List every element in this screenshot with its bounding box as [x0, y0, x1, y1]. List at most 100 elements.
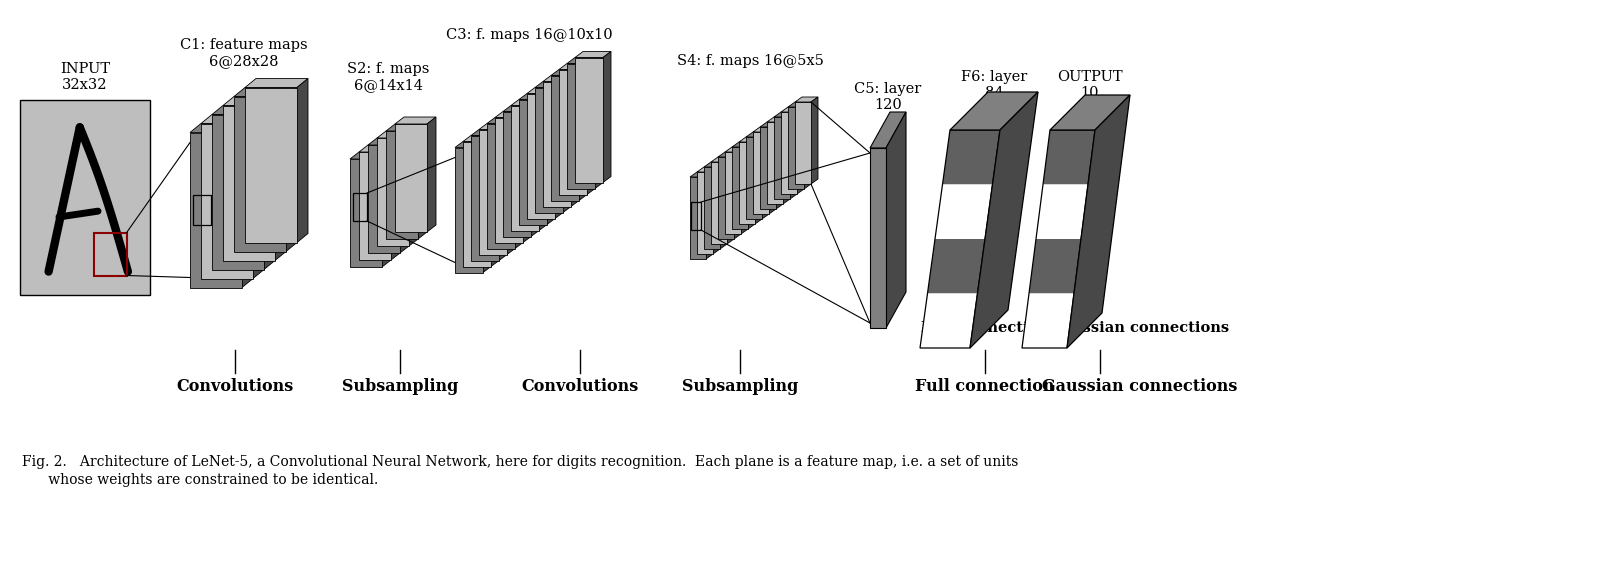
Polygon shape — [471, 130, 508, 136]
Polygon shape — [727, 157, 733, 244]
Polygon shape — [935, 185, 993, 239]
Polygon shape — [297, 78, 308, 243]
Polygon shape — [970, 92, 1038, 348]
Polygon shape — [696, 167, 721, 172]
Text: Gaussian connections: Gaussian connections — [1051, 321, 1230, 335]
Polygon shape — [368, 145, 400, 253]
Text: OUTPUT
10: OUTPUT 10 — [1057, 70, 1124, 100]
Polygon shape — [949, 92, 1038, 130]
Polygon shape — [717, 157, 733, 239]
Polygon shape — [732, 147, 748, 229]
Polygon shape — [713, 167, 721, 254]
Polygon shape — [804, 102, 811, 189]
Polygon shape — [385, 124, 427, 131]
Polygon shape — [471, 136, 500, 261]
Polygon shape — [500, 130, 508, 261]
Polygon shape — [579, 69, 587, 201]
Polygon shape — [202, 123, 253, 278]
Polygon shape — [264, 106, 276, 269]
Polygon shape — [377, 131, 418, 138]
Polygon shape — [746, 132, 769, 137]
Polygon shape — [738, 137, 762, 142]
Text: Gaussian connections: Gaussian connections — [1043, 378, 1238, 395]
Polygon shape — [783, 117, 790, 204]
Polygon shape — [788, 102, 811, 107]
Text: Subsampling: Subsampling — [342, 378, 458, 395]
Polygon shape — [487, 118, 522, 123]
Polygon shape — [742, 147, 748, 234]
Polygon shape — [575, 57, 603, 182]
Polygon shape — [519, 94, 555, 99]
Polygon shape — [706, 172, 713, 259]
Polygon shape — [245, 87, 297, 243]
Polygon shape — [725, 152, 742, 234]
Polygon shape — [587, 64, 595, 194]
Polygon shape — [754, 137, 762, 224]
Polygon shape — [717, 152, 742, 157]
Text: Subsampling: Subsampling — [682, 378, 798, 395]
Bar — [19, 100, 150, 295]
Polygon shape — [395, 124, 427, 232]
Polygon shape — [253, 115, 264, 278]
Bar — [353, 193, 368, 221]
Polygon shape — [920, 294, 977, 348]
Polygon shape — [870, 112, 906, 148]
Text: C3: f. maps 16@10x10: C3: f. maps 16@10x10 — [445, 28, 613, 42]
Polygon shape — [484, 141, 492, 273]
Polygon shape — [711, 157, 733, 162]
Polygon shape — [495, 111, 530, 118]
Polygon shape — [567, 64, 595, 189]
Polygon shape — [543, 81, 571, 207]
Text: Full connection: Full connection — [920, 321, 1049, 335]
Polygon shape — [774, 117, 790, 199]
Polygon shape — [527, 87, 563, 94]
Polygon shape — [575, 52, 611, 57]
Polygon shape — [538, 99, 546, 231]
Polygon shape — [796, 107, 804, 194]
Polygon shape — [738, 142, 754, 224]
Polygon shape — [767, 122, 783, 204]
Polygon shape — [774, 112, 796, 117]
Text: S2: f. maps
6@14x14: S2: f. maps 6@14x14 — [347, 62, 430, 92]
Polygon shape — [455, 141, 492, 148]
Polygon shape — [943, 130, 999, 185]
Polygon shape — [551, 69, 587, 76]
Polygon shape — [479, 130, 508, 254]
Polygon shape — [455, 148, 484, 273]
Polygon shape — [746, 137, 762, 219]
Text: Convolutions: Convolutions — [521, 378, 638, 395]
Text: Convolutions: Convolutions — [176, 378, 293, 395]
Polygon shape — [418, 124, 427, 239]
Polygon shape — [285, 87, 297, 252]
Polygon shape — [368, 138, 409, 145]
Polygon shape — [1037, 185, 1088, 239]
Polygon shape — [563, 81, 571, 212]
Bar — [692, 202, 701, 230]
Polygon shape — [555, 87, 563, 219]
Polygon shape — [571, 76, 579, 207]
Polygon shape — [690, 172, 713, 177]
Polygon shape — [790, 112, 796, 199]
Polygon shape — [242, 123, 253, 287]
Polygon shape — [780, 107, 804, 112]
Text: INPUT
32x32: INPUT 32x32 — [60, 62, 110, 92]
Polygon shape — [753, 132, 769, 214]
Polygon shape — [463, 136, 500, 141]
Polygon shape — [769, 127, 775, 214]
Polygon shape — [535, 87, 563, 212]
Polygon shape — [887, 112, 906, 328]
Polygon shape — [704, 162, 727, 167]
Polygon shape — [759, 122, 783, 127]
Polygon shape — [359, 145, 400, 152]
Polygon shape — [1043, 130, 1095, 185]
Polygon shape — [382, 152, 392, 267]
Polygon shape — [1067, 95, 1130, 348]
Polygon shape — [1022, 294, 1074, 348]
Polygon shape — [395, 117, 435, 124]
Polygon shape — [546, 94, 555, 224]
Polygon shape — [377, 138, 409, 246]
Text: whose weights are constrained to be identical.: whose weights are constrained to be iden… — [23, 473, 379, 487]
Polygon shape — [762, 132, 769, 219]
Polygon shape — [222, 106, 276, 261]
Polygon shape — [190, 132, 242, 287]
